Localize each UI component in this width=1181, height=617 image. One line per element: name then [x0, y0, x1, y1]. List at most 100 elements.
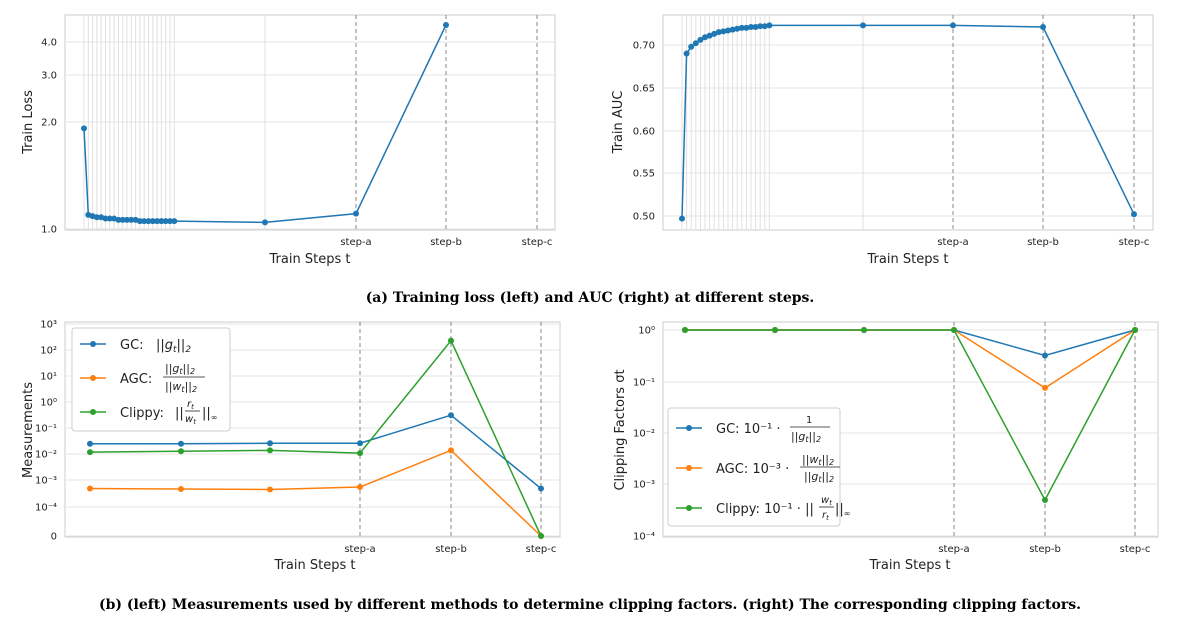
data-point — [702, 34, 708, 41]
data-point — [860, 22, 866, 29]
legend-marker — [686, 465, 692, 471]
legend-marker — [90, 375, 96, 381]
data-point — [267, 486, 273, 493]
legend-gc: GC: ||gt||2 — [80, 338, 191, 355]
data-point — [162, 218, 169, 225]
data-point — [106, 215, 113, 222]
series-line — [90, 414, 542, 490]
data-point — [692, 40, 699, 47]
measurements-chart: 0 10⁻⁴ 10⁻³ 10⁻² 10⁻¹ 10⁰ 10¹ 10² 10³ step-a step… — [21, 320, 561, 573]
y-tick-label: 10⁻¹ — [35, 424, 57, 435]
data-point — [171, 218, 178, 225]
data-point — [262, 219, 268, 226]
x-tick-label: step-a — [938, 544, 969, 555]
y-axis-label: Clipping Factors σt — [613, 369, 628, 490]
data-point — [538, 485, 544, 492]
y-tick-label: 0.60 — [633, 127, 655, 138]
data-point — [357, 450, 363, 457]
data-point — [443, 22, 449, 28]
y-tick-label: 2.0 — [41, 118, 57, 129]
x-tick-label: step-b — [1027, 237, 1059, 248]
legend-formula-num: wt — [821, 495, 832, 507]
y-tick-label: 10⁻² — [35, 450, 57, 461]
legend-agc: AGC: ||gt||2 ||wt||2 — [80, 362, 205, 394]
legend-clippy: Clippy: || rt wt ||∞ — [80, 399, 217, 426]
legend-formula-num: ||gt||2 — [165, 362, 195, 376]
data-point — [1042, 384, 1048, 391]
series-line — [89, 339, 542, 537]
legend-label: AGC: — [120, 372, 152, 387]
series-line — [685, 329, 1136, 502]
y-tick-label: 3.0 — [41, 71, 57, 82]
data-point — [748, 24, 754, 31]
legend-formula-den: ||wt||2 — [165, 380, 197, 394]
data-point — [725, 27, 731, 34]
data-point — [357, 440, 363, 447]
data-point — [87, 440, 93, 447]
data-point — [950, 22, 956, 29]
data-point — [738, 24, 745, 31]
y-tick-label: 0.50 — [633, 212, 655, 223]
data-point — [141, 218, 148, 225]
data-point — [683, 50, 690, 57]
legend-formula-num: rt — [187, 399, 194, 411]
caption-b: (b) (left) Measurements used by differen… — [99, 597, 1081, 613]
y-axis-label: Measurements — [21, 382, 36, 478]
x-axis-label: Train Steps t — [869, 558, 951, 573]
data-point — [682, 327, 688, 333]
legend-label: Clippy: 10⁻¹ · || — [716, 502, 814, 517]
y-tick-label: 10⁻³ — [633, 480, 655, 491]
y-tick-label: 10³ — [40, 320, 57, 331]
data-point — [734, 25, 741, 32]
data-point — [757, 23, 764, 30]
data-point — [357, 484, 363, 491]
y-tick-label: 0.65 — [633, 84, 655, 95]
data-point — [951, 327, 957, 333]
legend-marker — [90, 341, 96, 347]
y-tick-label: 10⁰ — [40, 398, 57, 409]
legend-clippy: Clippy: 10⁻¹ · || wt rt ||∞ — [676, 495, 850, 522]
legend-formula-den: ||gt||2 — [791, 430, 821, 444]
legend-label: Clippy: — [120, 406, 164, 421]
y-tick-label: 0 — [51, 532, 57, 543]
data-point — [1131, 211, 1137, 218]
x-tick-label: step-a — [344, 544, 375, 555]
data-point — [448, 337, 454, 344]
y-tick-label: 10⁻³ — [35, 476, 57, 487]
data-point — [87, 485, 93, 492]
legend-formula-num: 1 — [806, 415, 812, 426]
data-point — [448, 447, 454, 454]
x-tick-label: step-b — [435, 544, 467, 555]
train-loss-chart: 1.0 2.0 3.0 4.0 step-a step-b step-c Train St… — [21, 14, 556, 267]
data-point — [178, 486, 184, 493]
legend-label: AGC: 10⁻³ · — [716, 462, 789, 477]
legend-label: GC: — [120, 338, 144, 353]
x-tick-label: step-a — [937, 237, 968, 248]
x-tick-label: step-b — [430, 237, 462, 248]
data-point — [538, 533, 544, 539]
legend-marker — [686, 425, 692, 431]
data-point — [772, 327, 778, 333]
y-tick-label: 0.70 — [633, 41, 655, 52]
series-line — [89, 449, 542, 537]
data-point — [688, 43, 695, 50]
x-tick-label: step-b — [1029, 544, 1061, 555]
x-axis-label: Train Steps t — [274, 558, 356, 573]
data-point — [679, 215, 685, 222]
data-point — [752, 24, 759, 31]
data-point — [145, 218, 152, 225]
data-point — [697, 36, 704, 43]
legend-gc: GC: 10⁻¹ · 1 ||gt||2 — [676, 415, 830, 444]
data-point — [178, 448, 184, 455]
legend: GC: 10⁻¹ · 1 ||gt||2 AGC: 10⁻³ · ||wt||2… — [667, 407, 850, 527]
train-auc-chart: 0.500.550.600.650.70 step-a step-b step-c … — [611, 14, 1154, 267]
legend-marker — [90, 409, 96, 415]
data-point — [761, 23, 768, 30]
data-point — [93, 214, 100, 221]
data-point — [1040, 24, 1046, 31]
data-point — [267, 447, 273, 454]
y-tick-label: 10⁰ — [638, 326, 655, 337]
legend-marker — [686, 505, 692, 511]
data-point — [1132, 327, 1138, 333]
y-axis-label: Train Loss — [21, 90, 36, 155]
